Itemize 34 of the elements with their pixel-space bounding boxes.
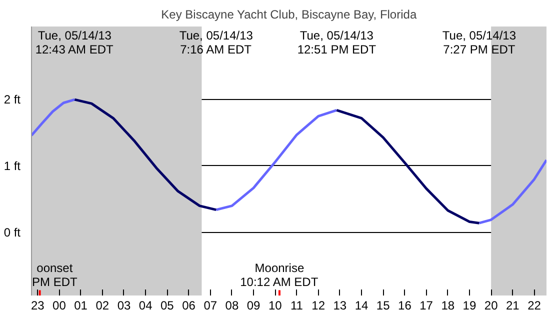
x-tick-label: 23: [30, 298, 45, 312]
x-tick-label: 09: [246, 298, 261, 312]
annotation: Tue, 05/14/13 12:51 PM EDT: [297, 28, 377, 56]
x-tick-label: 13: [333, 298, 347, 312]
x-tick-label: 01: [74, 298, 88, 312]
x-tick-label: 12: [312, 298, 326, 312]
x-tick-label: 06: [182, 298, 196, 312]
x-tick-label: 15: [376, 298, 390, 312]
x-tick-label: 07: [204, 298, 218, 312]
x-tick-label: 00: [52, 298, 66, 312]
x-tick-label: 11: [290, 298, 304, 312]
x-tick-label: 16: [398, 298, 412, 312]
x-tick-label: 03: [117, 298, 131, 312]
y-tick-label: 2 ft: [4, 92, 22, 107]
x-tick-label: 21: [506, 298, 520, 312]
chart-title: Key Biscayne Yacht Club, Biscayne Bay, Florida: [161, 8, 417, 22]
y-tick-label: 1 ft: [4, 158, 22, 173]
x-tick-label: 05: [160, 298, 174, 312]
x-tick-label: 10: [268, 298, 282, 312]
x-tick-label: 17: [420, 298, 434, 312]
ref-line-label: Moonrise 10:12 AM EDT: [240, 260, 319, 289]
x-tick-label: 14: [354, 298, 369, 312]
y-tick-label: 0 ft: [4, 225, 22, 240]
x-tick-label: 20: [484, 298, 498, 312]
x-tick-label: 02: [96, 298, 110, 312]
annotation: Tue, 05/14/13 12:43 AM EDT: [35, 28, 114, 56]
x-tick-label: 22: [528, 298, 542, 312]
ref-line-label: oonset PM EDT: [32, 260, 78, 289]
x-tick-label: 19: [462, 298, 476, 312]
annotation: Tue, 05/14/13 7:16 AM EDT: [179, 28, 254, 56]
x-tick-label: 08: [225, 298, 239, 312]
x-tick-label: 18: [441, 298, 455, 312]
annotation: Tue, 05/14/13 7:27 PM EDT: [442, 28, 516, 56]
x-tick-label: 04: [138, 298, 153, 312]
